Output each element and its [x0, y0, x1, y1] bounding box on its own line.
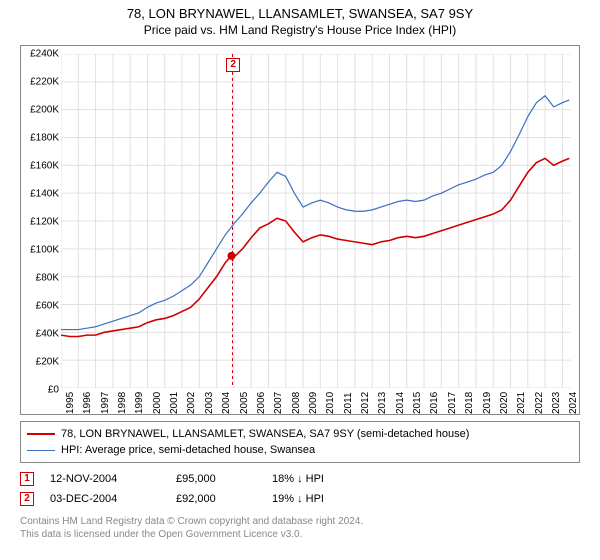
- y-axis-tick-label: £100K: [21, 245, 59, 256]
- legend-row: HPI: Average price, semi-detached house,…: [27, 442, 573, 458]
- chart-marker-label: 2: [226, 58, 240, 72]
- sale-delta: 19% ↓ HPI: [272, 493, 372, 505]
- sale-marker-icon: 1: [20, 472, 34, 486]
- legend-row: 78, LON BRYNAWEL, LLANSAMLET, SWANSEA, S…: [27, 426, 573, 442]
- legend: 78, LON BRYNAWEL, LLANSAMLET, SWANSEA, S…: [20, 421, 580, 463]
- chart-title-subtitle: Price paid vs. HM Land Registry's House …: [0, 23, 600, 37]
- table-row: 2 03-DEC-2004 £92,000 19% ↓ HPI: [20, 489, 580, 509]
- legend-label-series-b: HPI: Average price, semi-detached house,…: [61, 444, 315, 456]
- y-axis-tick-label: £40K: [21, 329, 59, 340]
- y-axis-tick-label: £220K: [21, 77, 59, 88]
- title-block: 78, LON BRYNAWEL, LLANSAMLET, SWANSEA, S…: [0, 0, 600, 37]
- y-axis-tick-label: £0: [21, 385, 59, 396]
- footer-line: Contains HM Land Registry data © Crown c…: [20, 515, 580, 528]
- y-axis-tick-label: £240K: [21, 49, 59, 60]
- y-axis-tick-label: £180K: [21, 133, 59, 144]
- table-row: 1 12-NOV-2004 £95,000 18% ↓ HPI: [20, 469, 580, 489]
- chart-svg: [61, 54, 571, 388]
- chart-title-address: 78, LON BRYNAWEL, LLANSAMLET, SWANSEA, S…: [0, 6, 600, 21]
- plot-area: [61, 54, 571, 388]
- y-axis-tick-label: £60K: [21, 301, 59, 312]
- chart-frame: £0 £20K £40K £60K £80K £100K £120K £140K £160K £1…: [20, 45, 580, 415]
- legend-swatch-series-a: [27, 433, 55, 435]
- y-axis-tick-label: £80K: [21, 273, 59, 284]
- y-axis-tick-label: £160K: [21, 161, 59, 172]
- legend-swatch-series-b: [27, 450, 55, 451]
- sale-delta: 18% ↓ HPI: [272, 473, 372, 485]
- y-axis-tick-label: £120K: [21, 217, 59, 228]
- sales-table: 1 12-NOV-2004 £95,000 18% ↓ HPI 2 03-DEC…: [20, 469, 580, 509]
- y-axis-tick-label: £200K: [21, 105, 59, 116]
- sale-date: 03-DEC-2004: [50, 493, 160, 505]
- sale-date: 12-NOV-2004: [50, 473, 160, 485]
- y-axis-tick-label: £20K: [21, 357, 59, 368]
- sale-price: £95,000: [176, 473, 256, 485]
- sale-marker-icon: 2: [20, 492, 34, 506]
- y-axis-tick-label: £140K: [21, 189, 59, 200]
- sale-price: £92,000: [176, 493, 256, 505]
- footer-attribution: Contains HM Land Registry data © Crown c…: [20, 515, 580, 541]
- footer-line: This data is licensed under the Open Gov…: [20, 528, 580, 541]
- legend-label-series-a: 78, LON BRYNAWEL, LLANSAMLET, SWANSEA, S…: [61, 428, 469, 440]
